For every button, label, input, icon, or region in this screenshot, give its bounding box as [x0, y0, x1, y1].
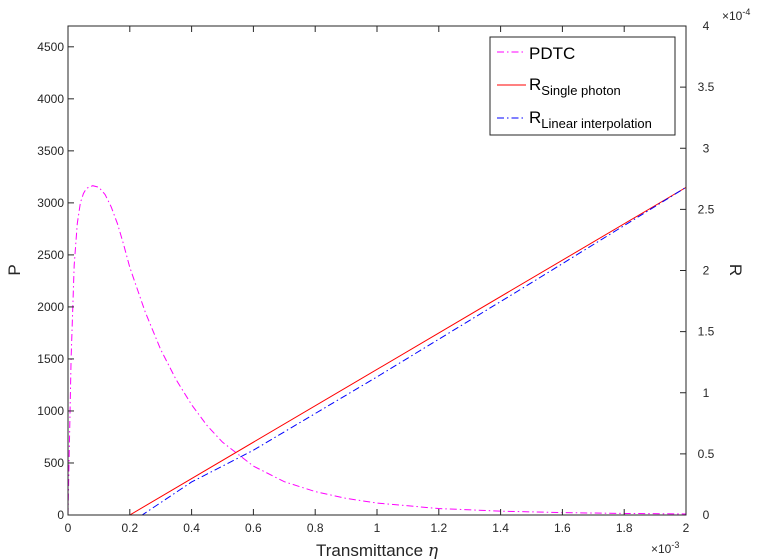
ticks-layer: 0 0.2 0.4 0.6 0.8 1 1.2 1.4 1.6 1.8 20500100015002…: [37, 19, 714, 535]
x-tick-label: 0.8: [307, 521, 324, 535]
right-y-exponent-power: -4: [742, 7, 750, 17]
left-y-tick-label: 2000: [37, 300, 64, 314]
x-tick-label: 0.4: [183, 521, 200, 535]
x-tick-label: 1.2: [430, 521, 447, 535]
x-axis-symbol: η: [428, 541, 439, 559]
x-tick-label: 1: [374, 521, 381, 535]
legend-sub-single-photon: Single photon: [541, 83, 621, 98]
left-y-tick-label: 2500: [37, 248, 64, 262]
x-exponent: ×10-3: [651, 540, 679, 556]
left-y-tick-label: 1500: [37, 352, 64, 366]
x-axis-label: Transmittance η: [316, 541, 439, 559]
legend: PDTC RSingle photon RLinear interpolatio…: [489, 36, 676, 136]
legend-sub-linear-interpolation: Linear interpolation: [541, 116, 652, 131]
legend-label-pdtc: PDTC: [529, 44, 575, 63]
legend-box: [489, 36, 676, 136]
right-y-axis-label: R: [726, 264, 745, 276]
x-tick-label: 0.6: [245, 521, 262, 535]
series-line-pdtc: [67, 185, 687, 516]
right-y-tick-label: 0: [703, 508, 710, 522]
right-y-exponent: ×10-4: [722, 7, 750, 23]
right-y-tick-label: 2: [703, 264, 710, 278]
right-y-tick-label: 1.5: [698, 325, 715, 339]
x-tick-label: 0.2: [121, 521, 138, 535]
x-tick-label: 0: [65, 521, 72, 535]
left-y-tick-label: 3000: [37, 196, 64, 210]
left-y-tick-label: 4500: [37, 40, 64, 54]
x-tick-label: 1.4: [492, 521, 509, 535]
x-tick-label: 2: [683, 521, 690, 535]
left-y-tick-label: 3500: [37, 144, 64, 158]
right-y-tick-label: 2.5: [698, 202, 715, 216]
right-y-tick-label: 0.5: [698, 447, 715, 461]
left-y-tick-label: 4000: [37, 92, 64, 106]
left-y-tick-label: 500: [44, 456, 64, 470]
legend-label-linear-interpolation: RLinear interpolation: [529, 108, 652, 131]
left-y-tick-label: 1000: [37, 404, 64, 418]
x-exponent-power: -3: [671, 540, 679, 550]
left-y-tick-label: 0: [57, 508, 64, 522]
right-y-tick-label: 3.5: [698, 80, 715, 94]
legend-label-single-photon: RSingle photon: [529, 75, 621, 98]
series-line-r-linear-interpolation: [68, 186, 687, 516]
right-y-tick-label: 1: [703, 386, 710, 400]
x-tick-label: 1.8: [616, 521, 633, 535]
right-y-tick-label: 4: [703, 19, 710, 33]
left-y-axis-label: P: [5, 264, 24, 275]
right-y-tick-label: 3: [703, 141, 710, 155]
x-tick-label: 1.6: [554, 521, 571, 535]
